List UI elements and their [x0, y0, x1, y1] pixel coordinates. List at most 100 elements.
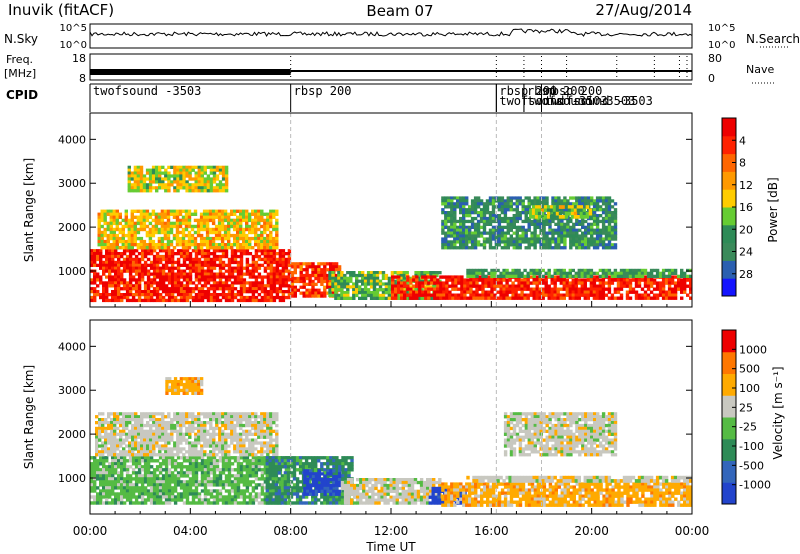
- heat-cell: [230, 224, 234, 229]
- heat-cell: [484, 274, 488, 278]
- heat-cell: [214, 236, 219, 241]
- heat-cell: [542, 228, 546, 232]
- heat-cell: [257, 236, 261, 241]
- heat-cell: [242, 456, 247, 460]
- heat-cell: [578, 240, 582, 244]
- heat-cell: [450, 214, 454, 218]
- heat-cell: [122, 459, 127, 463]
- heat-cell: [136, 246, 141, 250]
- heat-cell: [173, 498, 178, 502]
- heat-cell: [137, 257, 142, 262]
- heat-cell: [503, 205, 508, 209]
- heat-cell: [536, 196, 540, 200]
- heat-cell: [569, 237, 573, 241]
- heat-cell: [136, 189, 141, 193]
- heat-cell: [125, 266, 130, 270]
- heat-cell: [208, 209, 213, 213]
- heat-cell: [108, 269, 112, 273]
- heat-cell: [117, 284, 121, 288]
- heat-cell: [212, 257, 217, 262]
- heat-cell: [320, 273, 324, 278]
- heat-cell: [578, 219, 582, 224]
- heat-cell: [587, 240, 591, 244]
- heat-cell: [281, 272, 286, 276]
- heat-cell: [90, 468, 94, 472]
- heat-cell: [686, 293, 690, 297]
- heat-cell: [122, 486, 127, 490]
- heat-cell: [170, 263, 175, 267]
- heat-cell: [217, 215, 222, 219]
- heat-cell: [131, 257, 136, 262]
- heat-cell: [239, 227, 243, 232]
- heat-cell: [142, 221, 147, 226]
- heat-cell: [200, 254, 205, 259]
- heat-cell: [194, 260, 199, 265]
- heat-cell: [108, 471, 112, 475]
- heat-cell: [90, 278, 94, 282]
- heat-cell: [96, 254, 100, 259]
- heat-cell: [601, 293, 606, 297]
- heat-cell: [161, 486, 166, 490]
- heat-cell: [208, 218, 213, 223]
- heat-cell: [564, 205, 569, 209]
- heat-cell: [182, 456, 187, 460]
- heat-cell: [164, 183, 168, 187]
- heat-cell: [557, 243, 561, 247]
- heat-cell: [122, 480, 127, 484]
- heat-cell: [143, 260, 148, 265]
- heat-cell: [576, 208, 581, 213]
- heat-cell: [197, 456, 202, 460]
- heat-cell: [512, 231, 516, 235]
- heat-cell: [500, 234, 505, 238]
- heat-cell: [100, 246, 104, 250]
- heat-cell: [254, 221, 258, 226]
- heat-cell: [278, 281, 283, 285]
- heat-cell: [547, 271, 551, 275]
- heat-cell: [532, 274, 536, 278]
- heat-cell: [260, 249, 265, 253]
- heat-cell: [152, 474, 157, 478]
- heat-cell: [592, 237, 597, 241]
- heat-cell: [640, 268, 645, 273]
- heat-cell: [447, 216, 451, 221]
- heat-cell: [607, 296, 612, 300]
- heat-cell: [191, 459, 196, 463]
- heat-cell: [221, 498, 226, 502]
- heat-cell: [102, 489, 106, 493]
- heat-cell: [185, 298, 190, 303]
- heat-cell: [526, 281, 530, 285]
- heat-cell: [131, 501, 136, 505]
- heat-cell: [346, 282, 350, 286]
- heat-cell: [340, 273, 344, 278]
- heat-cell: [254, 230, 258, 235]
- heat-cell: [245, 227, 249, 232]
- heat-cell: [230, 272, 235, 276]
- heat-cell: [497, 202, 502, 206]
- heat-cell: [415, 290, 419, 294]
- heat-cell: [506, 246, 510, 250]
- heat-cell: [212, 293, 217, 297]
- heat-cell: [536, 240, 540, 244]
- heat-cell: [136, 221, 141, 226]
- heat-cell: [161, 483, 166, 487]
- heat-cell: [415, 275, 419, 279]
- heat-cell: [254, 486, 259, 490]
- heat-cell: [290, 291, 295, 295]
- heat-cell: [140, 293, 145, 297]
- heat-cell: [254, 498, 259, 502]
- heat-cell: [257, 459, 262, 463]
- heat-cell: [117, 278, 121, 282]
- heat-cell: [145, 212, 150, 216]
- heat-cell: [540, 205, 545, 209]
- heat-cell: [581, 202, 585, 206]
- heat-cell: [595, 225, 600, 229]
- heat-cell: [166, 236, 171, 241]
- cpid-segment-label: twofsound -3503: [545, 94, 653, 108]
- heat-cell: [248, 275, 253, 279]
- heat-cell: [366, 279, 371, 283]
- heat-cell: [160, 209, 165, 213]
- heat-cell: [118, 230, 122, 235]
- heat-cell: [320, 291, 324, 295]
- heat-cell: [164, 462, 169, 466]
- heat-cell: [254, 252, 259, 256]
